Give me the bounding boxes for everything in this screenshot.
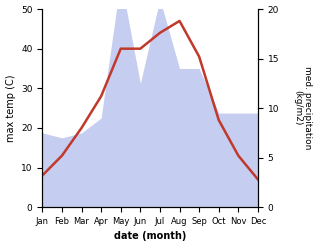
X-axis label: date (month): date (month) (114, 231, 186, 242)
Y-axis label: med. precipitation
(kg/m2): med. precipitation (kg/m2) (293, 66, 313, 150)
Y-axis label: max temp (C): max temp (C) (5, 74, 16, 142)
